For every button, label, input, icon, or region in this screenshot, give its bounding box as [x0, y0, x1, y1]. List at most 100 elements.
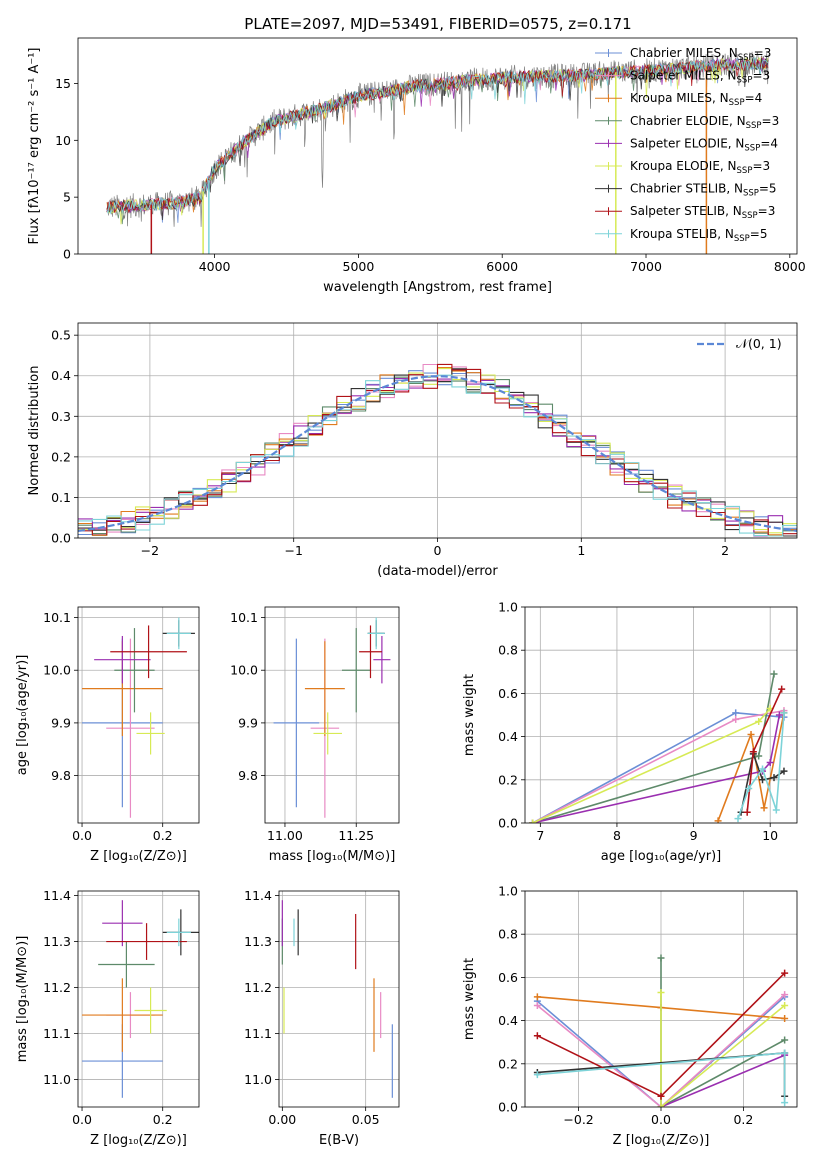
x-tick-label: 0.0 — [651, 1112, 671, 1127]
weight-marker — [759, 776, 767, 784]
age_vs_Z-axes: 0.0 0.2 9.8 9.9 10.0 10.1 Z [log₁₀(Z/Z⊙)] age [… — [15, 606, 200, 864]
y-axis-label: Normed distribution — [27, 366, 42, 496]
x-tick-label: 0.00 — [268, 1112, 296, 1127]
weight-series — [734, 709, 788, 823]
weight-marker — [780, 767, 788, 775]
x-tick-label: 7 — [536, 828, 544, 843]
x-tick-label: −0.2 — [563, 1112, 593, 1127]
y-tick-label: 0.6 — [498, 970, 518, 985]
y-tick-label: 5 — [63, 190, 71, 205]
model-spectrum-line — [106, 57, 769, 215]
errorbar-point — [106, 638, 155, 818]
x-tick-label: 0.0 — [72, 828, 92, 843]
y-tick-label: 11.1 — [43, 1026, 71, 1041]
y-tick-label: 15 — [55, 76, 71, 91]
x-axis-label: E(B-V) — [319, 1133, 359, 1148]
axes-frame — [524, 606, 798, 824]
mass_vs_Z-marks — [82, 900, 199, 1098]
x-tick-label: −1 — [284, 543, 302, 558]
y-tick-label: 11.3 — [43, 934, 71, 949]
mass_vs_EBV-marks — [281, 900, 393, 1098]
y-axis-label: mass weight — [462, 674, 477, 756]
weight-series — [533, 1049, 789, 1107]
y-tick-label: 10.1 — [43, 610, 71, 625]
x-tick-label: 0.2 — [733, 1112, 753, 1127]
weight-marker — [749, 748, 757, 756]
y-tick-label: 11.4 — [43, 888, 71, 903]
x-axis-label: Z [log₁₀(Z/Z⊙)] — [90, 1133, 187, 1148]
x-tick-label: 0.2 — [153, 1112, 173, 1127]
y-tick-label: 11.3 — [244, 934, 272, 949]
legend-entry: Salpeter ELODIE, NSSP=4 — [630, 136, 778, 153]
x-axis-label: mass [log₁₀(M/M⊙)] — [269, 849, 396, 864]
mass_vs_Z-axes: 0.0 0.2 11.0 11.1 11.2 11.3 11.4 Z [log₁₀(Z/Z⊙)… — [15, 888, 200, 1148]
y-tick-label: 0.8 — [498, 643, 518, 658]
model-spectrum-line — [106, 59, 769, 214]
legend-entry: Chabrier STELIB, NSSP=5 — [630, 182, 777, 199]
weight-marker — [755, 752, 763, 760]
y-tick-label: 0.0 — [51, 531, 71, 546]
residuals-axes: −2 −1 0 1 2 0.0 0.1 0.2 0.3 0.4 0.5 (data-model)/er… — [27, 322, 798, 579]
weight-marker — [533, 1071, 541, 1079]
y-tick-label: 1.0 — [498, 600, 518, 615]
x-axis-label: (data-model)/error — [377, 564, 498, 579]
weight-marker — [657, 1092, 665, 1100]
errorbar-point — [110, 625, 187, 679]
y-axis-label: Flux [fλ10⁻¹⁷ erg cm⁻² s⁻¹ A⁻¹] — [27, 48, 42, 245]
x-tick-label: 5000 — [343, 259, 375, 274]
age_vs_mass-axes: 11.00 11.25 9.8 9.9 10.0 10.1 mass [log₁₀(M/M⊙… — [230, 606, 400, 864]
weight-series — [657, 989, 789, 1107]
y-tick-label: 0.5 — [51, 328, 71, 343]
weight-marker — [775, 711, 783, 719]
legend-entry: Kroupa MILES, NSSP=4 — [630, 91, 762, 108]
weight-marker — [781, 1099, 789, 1107]
age_vs_Z-marks — [82, 617, 195, 818]
y-tick-label: 9.9 — [51, 715, 71, 730]
weight_vs_age-marks — [529, 670, 788, 823]
errorbar-point — [359, 625, 382, 679]
x-tick-label: 1 — [577, 543, 585, 558]
x-tick-label: 8 — [613, 828, 621, 843]
weight-marker — [755, 717, 763, 725]
weight-marker — [781, 969, 789, 977]
weight-marker — [745, 784, 753, 792]
weight-marker — [743, 808, 751, 816]
legend-entry: 𝒩(0, 1) — [736, 336, 782, 351]
y-tick-label: 9.8 — [51, 768, 71, 783]
weight-marker — [533, 993, 541, 1001]
y-tick-label: 0.2 — [51, 449, 71, 464]
errorbar-point — [94, 635, 151, 684]
errorbar-point — [341, 628, 371, 713]
axes-frame — [77, 37, 798, 255]
y-tick-label: 0.4 — [498, 729, 518, 744]
errorbar-point — [136, 712, 165, 755]
y-axis-label: mass weight — [462, 958, 477, 1040]
weight_vs_Z-axes: −0.2 0.0 0.2 0.0 0.2 0.4 0.6 0.8 1.0 Z [log₁₀(Z/Z… — [462, 884, 798, 1148]
axes-frame — [77, 890, 200, 1108]
weight-marker — [781, 1001, 789, 1009]
weight-series — [529, 711, 783, 823]
spectrum-legend: Chabrier MILES, NSSP=3 Salpeter MILES, NS… — [595, 46, 779, 244]
spectrum-marks — [106, 51, 769, 254]
weight-marker — [732, 709, 740, 717]
weight-marker — [781, 1036, 789, 1044]
y-tick-label: 1.0 — [498, 884, 518, 899]
x-tick-label: 7000 — [630, 259, 662, 274]
y-tick-label: 9.9 — [238, 715, 258, 730]
normal-curve — [78, 375, 797, 532]
legend-entry: Chabrier MILES, NSSP=3 — [630, 46, 771, 63]
x-tick-label: 11.00 — [267, 828, 303, 843]
y-tick-label: 0 — [63, 247, 71, 262]
weight-marker — [770, 774, 778, 782]
y-tick-label: 10.0 — [230, 663, 258, 678]
legend-entry: Chabrier ELODIE, NSSP=3 — [630, 114, 779, 131]
errorbar-point — [166, 918, 191, 947]
legend-entry: Salpeter MILES, NSSP=3 — [630, 69, 770, 86]
axes-frame — [278, 890, 400, 1108]
weight-marker — [778, 685, 786, 693]
x-tick-label: 9 — [690, 828, 698, 843]
y-tick-label: 0.8 — [498, 927, 518, 942]
weight-series — [533, 969, 789, 1100]
y-tick-label: 11.2 — [244, 980, 272, 995]
x-tick-label: 6000 — [486, 259, 518, 274]
